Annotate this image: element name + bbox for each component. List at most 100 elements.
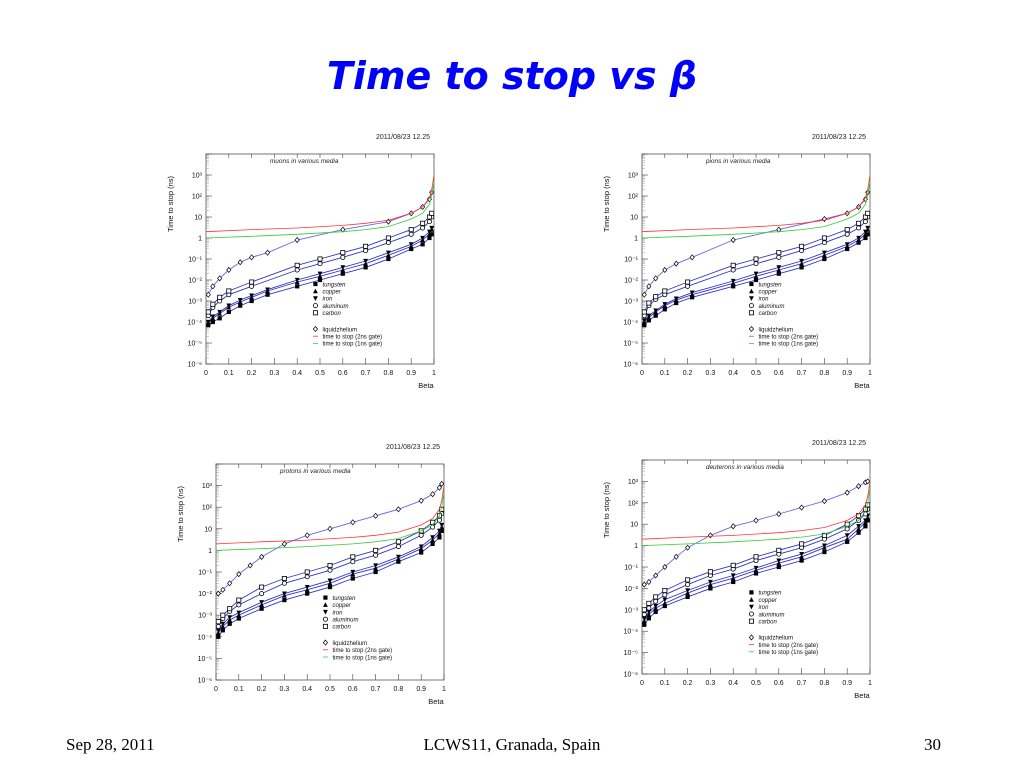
data-point (844, 536, 850, 542)
data-point (236, 616, 241, 621)
legend: tungstencopperironaluminumcarbonliquidzh… (748, 281, 818, 348)
data-point (350, 559, 356, 565)
chart-timestamp: 2011/08/23 12.25 (812, 440, 866, 447)
legend-marker-tungsten (323, 595, 328, 600)
x-tick-label: 0.4 (728, 680, 738, 687)
data-point (753, 571, 759, 576)
series-line-time-to-stop-1ns-gate (642, 181, 870, 239)
x-tick-label: 0.9 (842, 680, 852, 687)
y-tick-label: 10⁻³ (188, 299, 202, 306)
page-number: 30 (924, 735, 941, 754)
legend-marker-aluminum (322, 616, 328, 622)
y-tick-label: 10 (194, 215, 202, 222)
data-point (653, 313, 658, 318)
data-point (646, 600, 652, 606)
data-point (646, 605, 652, 611)
data-point (327, 584, 333, 590)
plot-area (216, 480, 444, 639)
data-point (282, 598, 287, 603)
legend-label-tungsten: tungsten (322, 282, 346, 288)
data-point (373, 512, 379, 519)
data-point (216, 590, 221, 597)
y-tick-label: 10⁻⁶ (624, 362, 638, 369)
legend-marker-aluminum (748, 611, 754, 617)
y-tick-label: 1 (198, 236, 202, 243)
x-tick-label: 0.5 (751, 680, 761, 687)
data-point (865, 518, 870, 523)
data-point (844, 242, 850, 247)
data-point (642, 318, 647, 323)
data-point (420, 242, 425, 247)
data-point (396, 554, 401, 560)
y-tick-label: 10⁻⁴ (624, 629, 639, 636)
y-tick-label: 10⁻² (624, 278, 638, 285)
data-point (259, 584, 265, 590)
data-point (436, 484, 442, 491)
y-tick-label: 10⁻⁵ (624, 341, 638, 348)
legend-label-helium: liquidzhelium (322, 327, 357, 333)
legend-label-helium: liquidzhelium (758, 636, 793, 642)
data-point (327, 578, 333, 584)
data-point (799, 258, 804, 264)
data-point (439, 528, 444, 533)
series-markers-liquidzhelium (642, 189, 870, 298)
data-point (395, 544, 401, 550)
data-point (865, 210, 870, 216)
legend-marker-iron (749, 296, 754, 301)
y-tick-label: 10⁻⁶ (624, 672, 638, 679)
legend-label-helium: liquidzhelium (332, 641, 367, 647)
y-tick-label: 10⁻⁵ (198, 656, 212, 663)
data-point (216, 623, 221, 629)
chart-deuterons-svg: 2011/08/23 12.25 deuterons in various med… (602, 440, 872, 700)
x-tick-label: 1 (432, 370, 436, 377)
data-point (821, 235, 827, 241)
data-point (653, 598, 659, 604)
y-axis-label: Time to stop (ns) (602, 176, 611, 232)
legend: tungstencopperironaluminumcarbonliquidzh… (312, 281, 382, 348)
legend-label-time-to-stop-1ns-gate: time to stop (1ns gate) (758, 650, 818, 656)
data-point (730, 236, 736, 244)
x-tick-label: 0 (640, 680, 644, 687)
y-tick-label: 10² (192, 194, 203, 201)
data-point (238, 303, 243, 308)
data-point (673, 296, 679, 302)
legend-label-time-to-stop-2ns-gate: time to stop (2ns gate) (332, 648, 392, 654)
plot-area (206, 174, 434, 328)
data-point (317, 277, 323, 283)
data-point (249, 279, 255, 285)
y-tick-label: 10⁻¹ (624, 257, 638, 264)
chart-timestamp: 2011/08/23 12.25 (376, 134, 430, 141)
x-axis-ticks: 0 0.1 0.2 0.3 0.4 0.5 0.6 0.7 0.8 0.9 1 (214, 464, 446, 693)
data-point (708, 586, 713, 591)
y-axis-ticks: 10⁻⁶ 10⁻⁵ 10⁻⁴ 10⁻³ 10⁻² 10⁻¹ 1 10 10² 10³ (198, 463, 222, 685)
data-point (281, 540, 287, 547)
data-point (662, 592, 668, 598)
data-point (690, 295, 695, 300)
legend-label-tungsten: tungsten (758, 282, 782, 288)
data-point (730, 523, 736, 530)
x-tick-label: 0.7 (371, 686, 381, 693)
data-point (429, 210, 434, 216)
data-point (753, 554, 759, 560)
data-point (305, 591, 310, 596)
data-point (776, 510, 782, 518)
legend-label-time-to-stop-1ns-gate: time to stop (1ns gate) (332, 655, 392, 661)
data-point (294, 262, 300, 268)
x-tick-label: 0.2 (247, 370, 257, 377)
data-point (281, 580, 287, 586)
data-point (707, 569, 713, 575)
x-tick-label: 0.2 (257, 686, 267, 693)
data-point (350, 576, 355, 581)
data-point (350, 554, 356, 560)
series-line-liquidzhelium (644, 480, 868, 585)
data-point (674, 300, 679, 306)
legend-marker-helium (748, 634, 754, 641)
x-tick-label: 0.9 (842, 370, 852, 377)
footer-date: Sep 28, 2011 (66, 735, 155, 754)
data-point (385, 235, 391, 241)
data-point (799, 504, 805, 511)
data-point (226, 266, 232, 274)
legend: tungstencopperironaluminumcarbonliquidzh… (748, 590, 818, 656)
x-tick-label: 0.4 (302, 686, 312, 693)
data-point (226, 309, 231, 315)
